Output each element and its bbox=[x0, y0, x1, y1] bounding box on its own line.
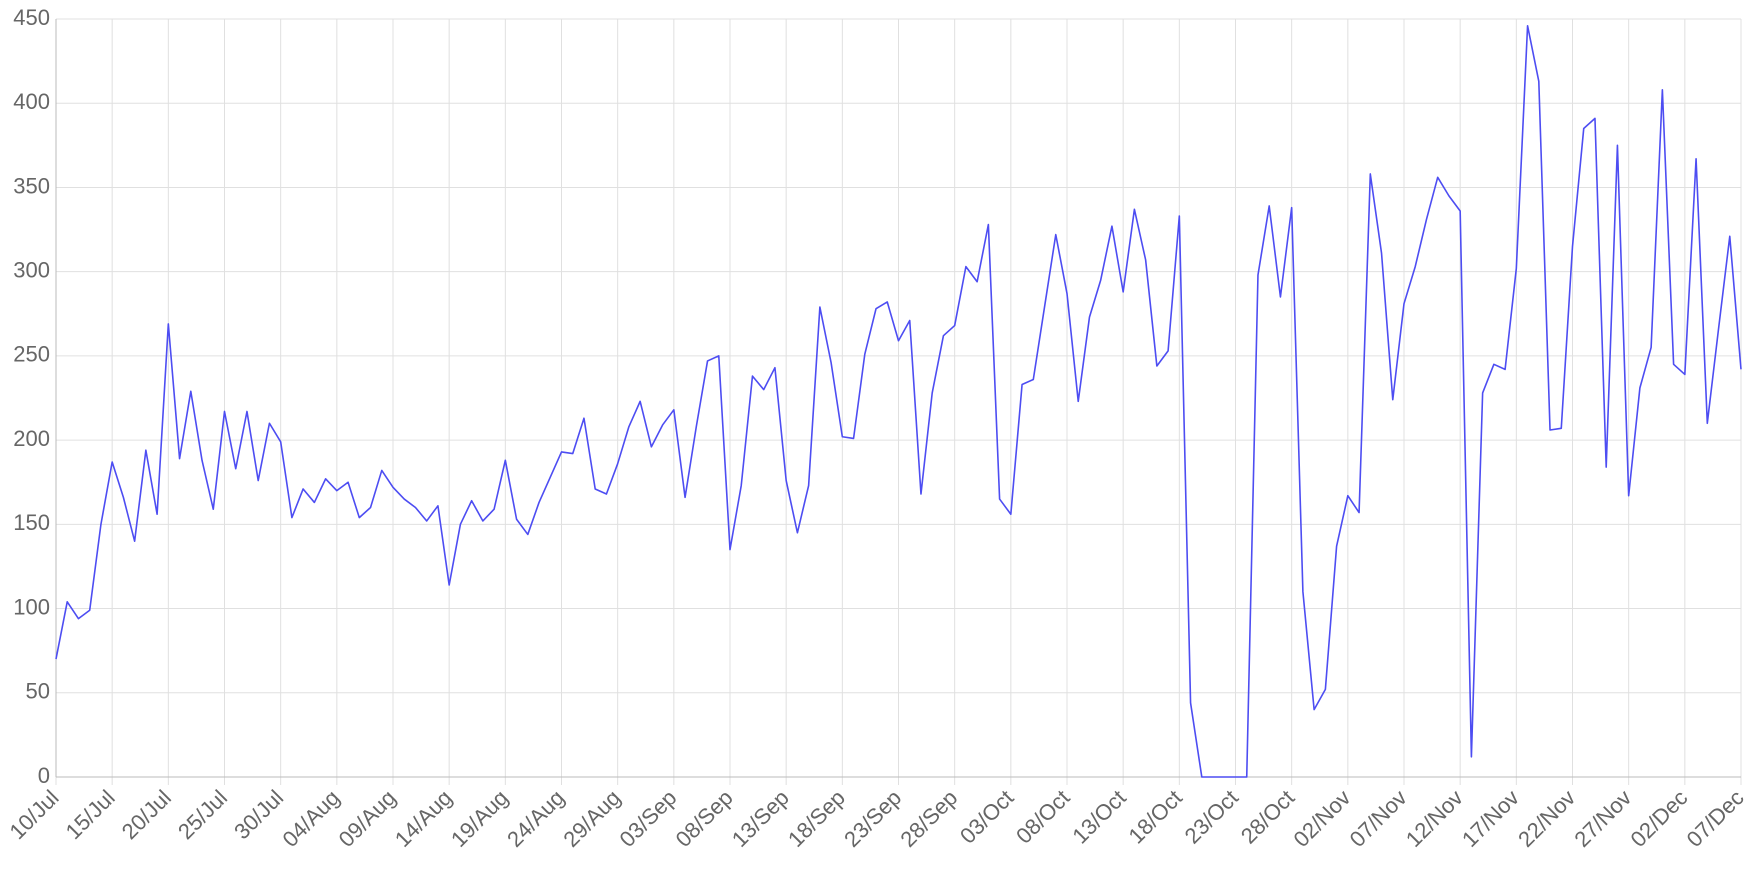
x-tick-label: 02/Dec bbox=[1626, 785, 1693, 852]
data-line bbox=[55, 24, 1742, 778]
x-tick-label: 15/Jul bbox=[61, 785, 120, 844]
x-tick-label: 22/Nov bbox=[1513, 785, 1580, 852]
x-tick-label: 25/Jul bbox=[173, 785, 232, 844]
x-tick-label: 19/Aug bbox=[446, 785, 513, 852]
x-tick-label: 10/Jul bbox=[4, 785, 63, 844]
x-tick-label: 08/Oct bbox=[1011, 785, 1075, 849]
y-tick-label: 350 bbox=[13, 173, 50, 198]
y-tick-label: 450 bbox=[13, 5, 50, 30]
x-tick-label: 02/Nov bbox=[1289, 785, 1356, 852]
x-tick-label: 23/Oct bbox=[1180, 785, 1244, 849]
x-tick-label: 23/Sep bbox=[839, 785, 906, 852]
x-tick-label: 27/Nov bbox=[1569, 785, 1636, 852]
x-tick-label: 12/Nov bbox=[1401, 785, 1468, 852]
y-tick-label: 300 bbox=[13, 257, 50, 282]
x-tick-label: 20/Jul bbox=[117, 785, 176, 844]
x-tick-label: 29/Aug bbox=[558, 785, 625, 852]
x-tick-label: 18/Sep bbox=[783, 785, 850, 852]
x-tick-label: 17/Nov bbox=[1457, 785, 1524, 852]
y-tick-label: 150 bbox=[13, 510, 50, 535]
y-tick-label: 400 bbox=[13, 89, 50, 114]
x-tick-label: 18/Oct bbox=[1123, 785, 1187, 849]
x-tick-label: 03/Oct bbox=[955, 785, 1019, 849]
x-tick-label: 03/Sep bbox=[614, 785, 681, 852]
x-tick-label: 07/Nov bbox=[1345, 785, 1412, 852]
y-tick-label: 50 bbox=[26, 679, 50, 704]
x-tick-label: 08/Sep bbox=[671, 785, 738, 852]
x-tick-label: 07/Dec bbox=[1682, 785, 1749, 852]
x-tick-label: 09/Aug bbox=[334, 785, 401, 852]
x-tick-label: 04/Aug bbox=[277, 785, 344, 852]
y-tick-label: 200 bbox=[13, 426, 50, 451]
x-tick-label: 13/Sep bbox=[727, 785, 794, 852]
x-tick-label: 24/Aug bbox=[502, 785, 569, 852]
y-tick-label: 100 bbox=[13, 594, 50, 619]
y-tick-label: 0 bbox=[38, 763, 50, 788]
x-tick-label: 28/Oct bbox=[1236, 785, 1300, 849]
x-tick-label: 14/Aug bbox=[390, 785, 457, 852]
y-tick-label: 250 bbox=[13, 342, 50, 367]
x-tick-label: 28/Sep bbox=[895, 785, 962, 852]
x-tick-label: 13/Oct bbox=[1067, 785, 1131, 849]
